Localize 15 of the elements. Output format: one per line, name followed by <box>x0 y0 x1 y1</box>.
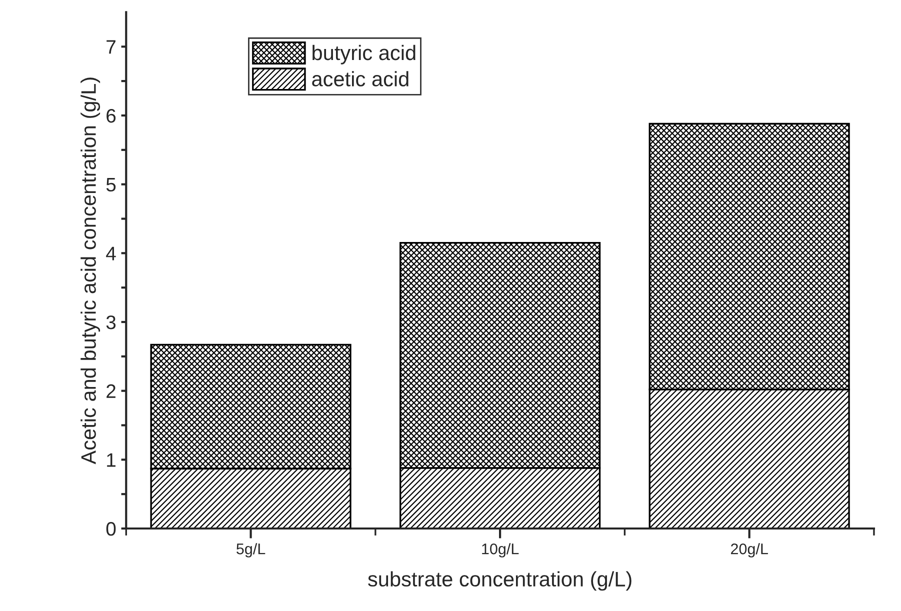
y-tick-label: 4 <box>106 246 116 260</box>
y-tick-label: 2 <box>106 384 116 398</box>
legend-label: acetic acid <box>312 71 408 86</box>
y-tick-label: 6 <box>106 108 116 123</box>
y-tick-label: 5 <box>106 178 116 192</box>
y-tick-label: 3 <box>106 315 116 330</box>
x-tick-label: 20g/L <box>730 543 768 558</box>
y-tick-label: 0 <box>106 522 116 536</box>
legend-label: butyric acid <box>312 44 416 64</box>
y-axis-title: Acetic and butyric acid concentration (g/L) <box>80 78 100 464</box>
y-tick-label: 7 <box>106 40 116 54</box>
x-tick-label: 5g/L <box>236 543 266 558</box>
x-tick-label: 10g/L <box>482 543 519 558</box>
x-axis-title: substrate concentration (g/L) <box>368 571 632 591</box>
y-tick-label: 1 <box>107 453 116 467</box>
